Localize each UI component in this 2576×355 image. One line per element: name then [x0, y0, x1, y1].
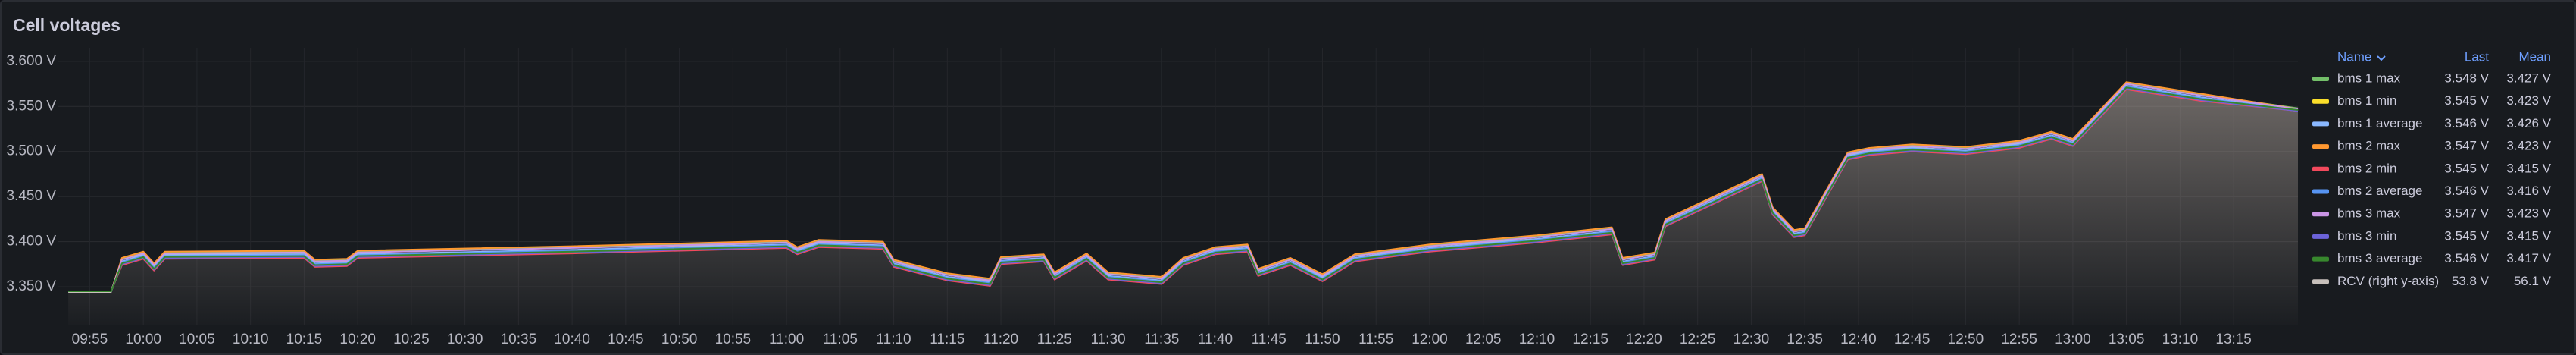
legend-header[interactable]: Name — [2337, 49, 2371, 64]
legend-header[interactable]: Last — [2465, 49, 2489, 64]
x-tick-label: 12:35 — [1787, 331, 1823, 347]
x-tick-label: 10:35 — [501, 331, 537, 347]
legend-mean: 56.1 V — [2514, 274, 2552, 288]
legend-name[interactable]: bms 3 max — [2337, 206, 2401, 221]
y-tick-label: 3.500 V — [7, 143, 57, 159]
legend-last: 3.547 V — [2444, 139, 2489, 153]
x-tick-label: 11:35 — [1144, 331, 1179, 347]
x-tick-label: 10:10 — [233, 331, 269, 347]
x-tick-label: 10:05 — [179, 331, 215, 347]
x-tick-label: 10:55 — [715, 331, 752, 347]
x-tick-label: 12:25 — [1680, 331, 1716, 347]
x-tick-label: 10:15 — [286, 331, 323, 347]
legend-last: 3.547 V — [2444, 206, 2489, 221]
legend-mean: 3.417 V — [2506, 251, 2551, 265]
x-tick-label: 12:10 — [1519, 331, 1555, 347]
series-line — [68, 81, 2299, 292]
legend-last: 3.548 V — [2444, 71, 2489, 85]
legend-swatch[interactable] — [2312, 121, 2329, 127]
legend-mean: 3.423 V — [2506, 139, 2551, 153]
y-tick-label: 3.450 V — [7, 188, 57, 204]
legend-swatch[interactable] — [2312, 189, 2329, 194]
x-tick-label: 11:25 — [1037, 331, 1072, 347]
series-line — [68, 83, 2299, 292]
legend-name[interactable]: bms 1 average — [2337, 116, 2422, 130]
x-tick-label: 12:50 — [1948, 331, 1984, 347]
legend-mean: 3.416 V — [2506, 184, 2551, 198]
x-tick-label: 11:55 — [1358, 331, 1393, 347]
x-tick-label: 10:00 — [125, 331, 161, 347]
legend-swatch[interactable] — [2312, 212, 2329, 217]
x-tick-label: 13:00 — [2055, 331, 2091, 347]
y-tick-label: 3.600 V — [7, 53, 57, 69]
legend-name[interactable]: bms 1 max — [2337, 71, 2401, 85]
x-tick-label: 09:55 — [72, 331, 108, 347]
x-tick-label: 13:05 — [2109, 331, 2145, 347]
x-tick-label: 11:05 — [823, 331, 858, 347]
legend-name[interactable]: bms 1 min — [2337, 93, 2396, 108]
y-tick-label: 3.350 V — [7, 278, 57, 294]
legend-mean: 3.427 V — [2506, 71, 2551, 85]
legend-swatch[interactable] — [2312, 144, 2329, 149]
x-tick-label: 10:50 — [661, 331, 698, 347]
legend-name[interactable]: bms 3 average — [2337, 251, 2422, 265]
legend-swatch[interactable] — [2312, 234, 2329, 239]
x-tick-label: 10:30 — [447, 331, 483, 347]
legend-mean: 3.423 V — [2506, 93, 2551, 108]
legend-name[interactable]: bms 2 min — [2337, 161, 2396, 175]
legend-mean: 3.415 V — [2506, 161, 2551, 175]
legend-last: 3.546 V — [2444, 184, 2489, 198]
legend-last: 3.545 V — [2444, 161, 2489, 175]
chart-title: Cell voltages — [13, 15, 120, 35]
legend-swatch[interactable] — [2312, 166, 2329, 171]
x-tick-label: 11:20 — [983, 331, 1018, 347]
x-tick-label: 13:10 — [2162, 331, 2199, 347]
x-tick-label: 10:40 — [554, 331, 590, 347]
x-tick-label: 11:50 — [1305, 331, 1340, 347]
x-tick-label: 11:45 — [1252, 331, 1286, 347]
x-tick-label: 10:20 — [339, 331, 376, 347]
legend-mean: 3.426 V — [2506, 116, 2551, 130]
x-tick-label: 12:55 — [2001, 331, 2037, 347]
x-tick-label: 11:40 — [1198, 331, 1233, 347]
legend-header[interactable]: Mean — [2518, 49, 2551, 64]
y-tick-label: 3.550 V — [7, 98, 57, 114]
x-tick-label: 10:25 — [393, 331, 430, 347]
legend-name[interactable]: bms 2 max — [2337, 139, 2401, 153]
x-tick-label: 12:30 — [1733, 331, 1770, 347]
legend-last: 3.545 V — [2444, 93, 2489, 108]
y-tick-label: 3.400 V — [7, 234, 57, 250]
x-tick-label: 11:15 — [930, 331, 964, 347]
x-tick-label: 12:20 — [1626, 331, 1662, 347]
legend-swatch[interactable] — [2312, 77, 2329, 81]
x-tick-label: 11:00 — [769, 331, 804, 347]
legend-mean: 3.423 V — [2506, 206, 2551, 221]
x-tick-label: 12:00 — [1411, 331, 1448, 347]
legend-last: 53.8 V — [2452, 274, 2490, 288]
x-tick-label: 12:15 — [1572, 331, 1608, 347]
x-tick-label: 10:45 — [608, 331, 644, 347]
legend-last: 3.546 V — [2444, 251, 2489, 265]
x-tick-label: 13:15 — [2215, 331, 2252, 347]
sort-icon[interactable] — [2377, 55, 2386, 61]
x-tick-label: 12:40 — [1840, 331, 1877, 347]
legend-last: 3.545 V — [2444, 228, 2489, 243]
series-area — [68, 86, 2298, 325]
x-tick-label: 12:05 — [1465, 331, 1502, 347]
legend-swatch[interactable] — [2312, 99, 2329, 104]
legend-last: 3.546 V — [2444, 116, 2489, 130]
x-tick-label: 12:45 — [1894, 331, 1930, 347]
x-tick-label: 11:10 — [876, 331, 911, 347]
legend-name[interactable]: bms 2 average — [2337, 184, 2422, 198]
x-tick-label: 11:30 — [1090, 331, 1125, 347]
legend-mean: 3.415 V — [2506, 228, 2551, 243]
legend-swatch[interactable] — [2312, 256, 2329, 262]
legend-name[interactable]: bms 3 min — [2337, 228, 2396, 243]
series-line — [68, 86, 2299, 292]
legend-swatch[interactable] — [2312, 279, 2329, 284]
legend-name[interactable]: RCV (right y-axis) — [2337, 274, 2439, 288]
